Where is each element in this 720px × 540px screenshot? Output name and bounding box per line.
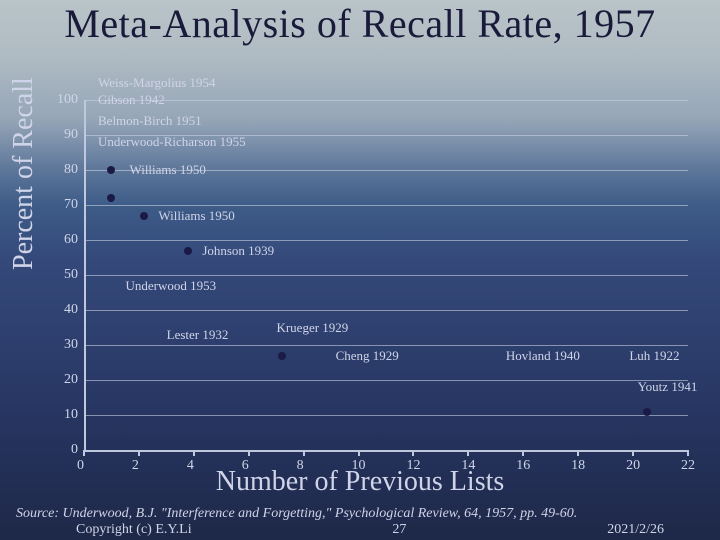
scatter-plot-area: 1020304050607080901000024681012141618202…: [84, 100, 688, 450]
study-label: Luh 1922: [629, 348, 679, 364]
y-axis-label: Percent of Recall: [8, 77, 40, 270]
footer: Source: Underwood, B.J. "Interference an…: [0, 506, 720, 538]
x-tick: 20: [626, 458, 640, 474]
y-tick: 20: [64, 372, 78, 388]
study-label: Lester 1932: [167, 327, 229, 343]
y-tick: 50: [64, 267, 78, 283]
study-label: Belmon-Birch 1951: [98, 113, 202, 129]
study-label: Krueger 1929: [276, 320, 348, 336]
study-label: Cheng 1929: [336, 348, 399, 364]
x-tick: 0: [77, 458, 84, 474]
y-tick: 100: [57, 92, 78, 108]
y-tick: 90: [64, 127, 78, 143]
page-number: 27: [392, 522, 406, 538]
study-label: Gibson 1942: [98, 92, 165, 108]
x-tick: 16: [516, 458, 530, 474]
x-tick: 8: [297, 458, 304, 474]
y-tick: 40: [64, 302, 78, 318]
x-tick: 12: [406, 458, 420, 474]
y-tick: 80: [64, 162, 78, 178]
x-tick: 4: [187, 458, 194, 474]
x-tick: 14: [461, 458, 475, 474]
y-tick: 70: [64, 197, 78, 213]
study-label: Youtz 1941: [638, 379, 698, 395]
y-tick: 0: [71, 442, 78, 458]
data-point: [107, 166, 115, 174]
y-tick: 30: [64, 337, 78, 353]
data-point: [140, 212, 148, 220]
data-point: [643, 408, 651, 416]
data-point: [278, 352, 286, 360]
source-citation: Source: Underwood, B.J. "Interference an…: [16, 506, 704, 522]
x-tick: 10: [352, 458, 366, 474]
study-label: Weiss-Margolius 1954: [98, 75, 216, 91]
x-tick: 22: [681, 458, 695, 474]
copyright-text: Copyright (c) E.Y.Li: [76, 522, 192, 538]
data-point: [184, 247, 192, 255]
study-label: Underwood 1953: [125, 278, 216, 294]
study-label: Williams 1950: [129, 162, 205, 178]
y-tick: 60: [64, 232, 78, 248]
study-label: Hovland 1940: [506, 348, 580, 364]
study-label: Underwood-Richarson 1955: [98, 134, 246, 150]
study-label: Williams 1950: [158, 208, 234, 224]
data-point: [107, 194, 115, 202]
page-title: Meta-Analysis of Recall Rate, 1957: [0, 0, 720, 47]
y-tick: 10: [64, 407, 78, 423]
slide-date: 2021/2/26: [607, 522, 664, 538]
x-tick: 18: [571, 458, 585, 474]
study-label: Johnson 1939: [202, 243, 274, 259]
x-tick: 2: [132, 458, 139, 474]
x-tick: 6: [242, 458, 249, 474]
